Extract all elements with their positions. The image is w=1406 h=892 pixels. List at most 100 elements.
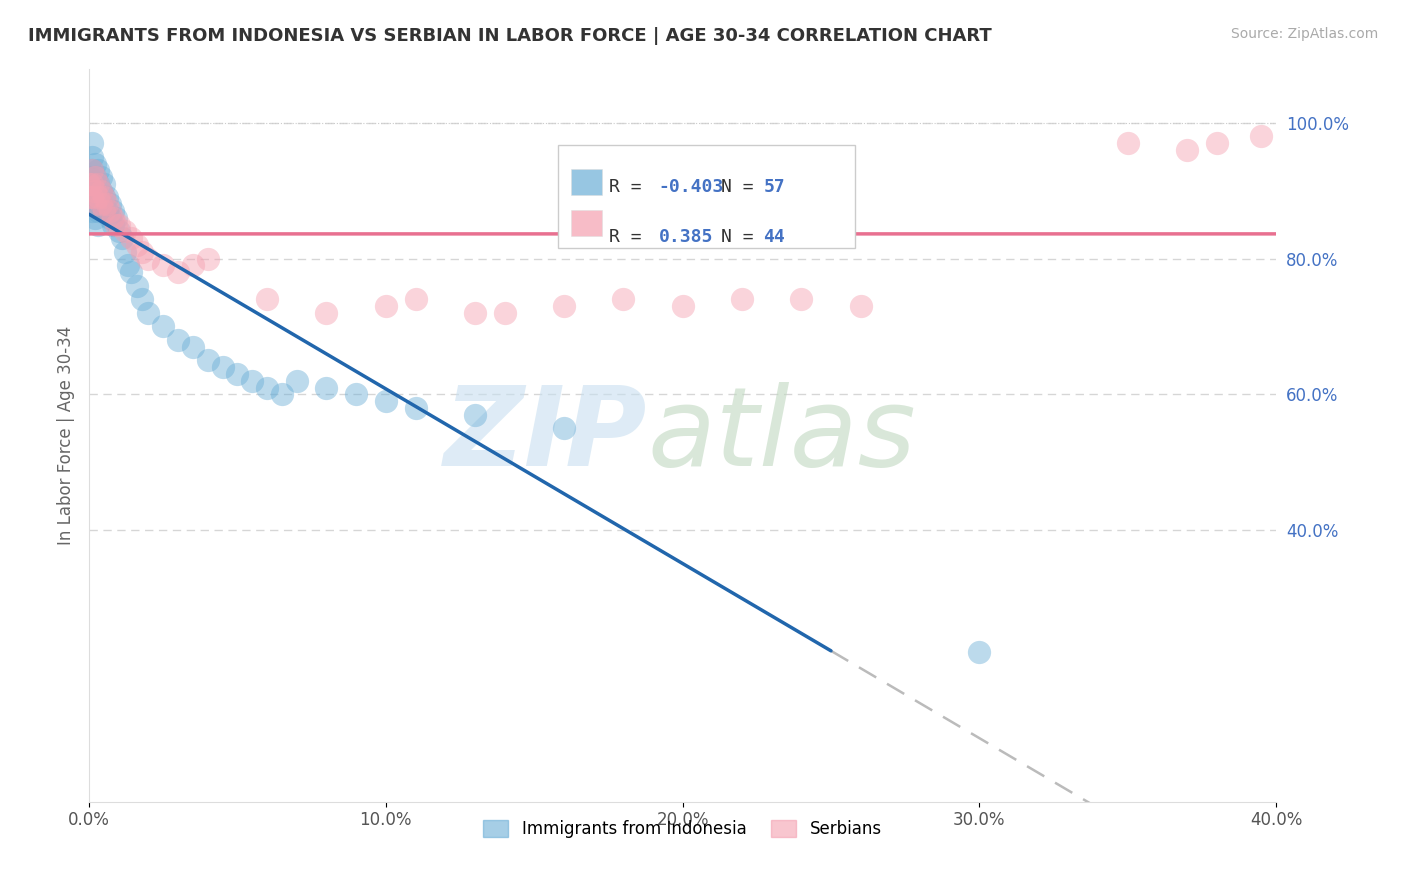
Point bbox=[131, 293, 153, 307]
Point bbox=[80, 163, 103, 178]
Point bbox=[90, 184, 112, 198]
Point bbox=[87, 190, 110, 204]
FancyBboxPatch shape bbox=[558, 145, 855, 248]
Point bbox=[969, 645, 991, 659]
Point bbox=[98, 197, 121, 211]
Point bbox=[80, 150, 103, 164]
Point bbox=[138, 252, 160, 266]
Point bbox=[197, 252, 219, 266]
Text: 0.385: 0.385 bbox=[659, 227, 713, 245]
Point bbox=[494, 306, 516, 320]
Point bbox=[315, 306, 337, 320]
Legend: Immigrants from Indonesia, Serbians: Immigrants from Indonesia, Serbians bbox=[477, 813, 889, 845]
Point bbox=[285, 374, 308, 388]
Point bbox=[405, 293, 427, 307]
Point bbox=[138, 306, 160, 320]
Point bbox=[256, 293, 278, 307]
Point bbox=[120, 231, 142, 245]
Point bbox=[98, 211, 121, 225]
Point bbox=[464, 408, 486, 422]
Text: N =: N = bbox=[720, 227, 763, 245]
Text: N =: N = bbox=[720, 178, 763, 196]
Point bbox=[84, 156, 107, 170]
Point bbox=[256, 380, 278, 394]
Point bbox=[90, 197, 112, 211]
Point bbox=[84, 170, 107, 185]
Text: IMMIGRANTS FROM INDONESIA VS SERBIAN IN LABOR FORCE | AGE 30-34 CORRELATION CHAR: IMMIGRANTS FROM INDONESIA VS SERBIAN IN … bbox=[28, 27, 991, 45]
Point bbox=[167, 333, 190, 347]
Point bbox=[77, 170, 100, 185]
Point bbox=[84, 184, 107, 198]
Point bbox=[77, 184, 100, 198]
Point bbox=[125, 238, 148, 252]
Text: R =: R = bbox=[609, 227, 664, 245]
Point bbox=[104, 211, 127, 225]
Point bbox=[1116, 136, 1139, 151]
Point bbox=[117, 258, 139, 272]
Point bbox=[77, 197, 100, 211]
Point bbox=[167, 265, 190, 279]
FancyBboxPatch shape bbox=[571, 210, 602, 236]
Point bbox=[93, 190, 115, 204]
Point bbox=[96, 190, 118, 204]
Point bbox=[849, 299, 872, 313]
Point bbox=[464, 306, 486, 320]
Point bbox=[211, 360, 233, 375]
Point bbox=[101, 204, 124, 219]
Point bbox=[1205, 136, 1227, 151]
Point bbox=[93, 204, 115, 219]
Point bbox=[405, 401, 427, 415]
Point bbox=[731, 293, 754, 307]
Text: -0.403: -0.403 bbox=[659, 178, 724, 196]
Point bbox=[181, 258, 204, 272]
Point bbox=[1250, 129, 1272, 144]
Point bbox=[77, 190, 100, 204]
Point bbox=[181, 340, 204, 354]
Text: Source: ZipAtlas.com: Source: ZipAtlas.com bbox=[1230, 27, 1378, 41]
Point bbox=[80, 136, 103, 151]
Point bbox=[80, 177, 103, 191]
Y-axis label: In Labor Force | Age 30-34: In Labor Force | Age 30-34 bbox=[58, 326, 75, 545]
Point bbox=[96, 197, 118, 211]
Text: ZIP: ZIP bbox=[443, 382, 647, 489]
Point bbox=[107, 224, 129, 238]
Point bbox=[80, 204, 103, 219]
Point bbox=[98, 204, 121, 219]
Point bbox=[87, 177, 110, 191]
Point bbox=[93, 177, 115, 191]
Text: 57: 57 bbox=[763, 178, 785, 196]
Text: 44: 44 bbox=[763, 227, 785, 245]
Point bbox=[104, 218, 127, 232]
Point bbox=[87, 190, 110, 204]
Point bbox=[90, 184, 112, 198]
Point bbox=[84, 170, 107, 185]
Point bbox=[87, 177, 110, 191]
Point bbox=[93, 204, 115, 219]
Point bbox=[553, 299, 575, 313]
Point bbox=[152, 319, 174, 334]
Point bbox=[374, 299, 396, 313]
Point bbox=[77, 177, 100, 191]
Point bbox=[101, 211, 124, 225]
Point bbox=[90, 197, 112, 211]
Point bbox=[271, 387, 294, 401]
Point bbox=[80, 163, 103, 178]
Point bbox=[80, 190, 103, 204]
Point bbox=[114, 244, 136, 259]
Point bbox=[226, 367, 249, 381]
Point bbox=[90, 170, 112, 185]
Point bbox=[790, 293, 813, 307]
Point bbox=[84, 184, 107, 198]
Point bbox=[87, 163, 110, 178]
Point bbox=[344, 387, 367, 401]
Point bbox=[96, 204, 118, 219]
FancyBboxPatch shape bbox=[571, 169, 602, 195]
Point bbox=[612, 293, 634, 307]
Point bbox=[84, 197, 107, 211]
Point bbox=[80, 190, 103, 204]
Point bbox=[553, 421, 575, 435]
Point bbox=[114, 224, 136, 238]
Point bbox=[120, 265, 142, 279]
Point bbox=[1175, 143, 1198, 157]
Point bbox=[111, 231, 134, 245]
